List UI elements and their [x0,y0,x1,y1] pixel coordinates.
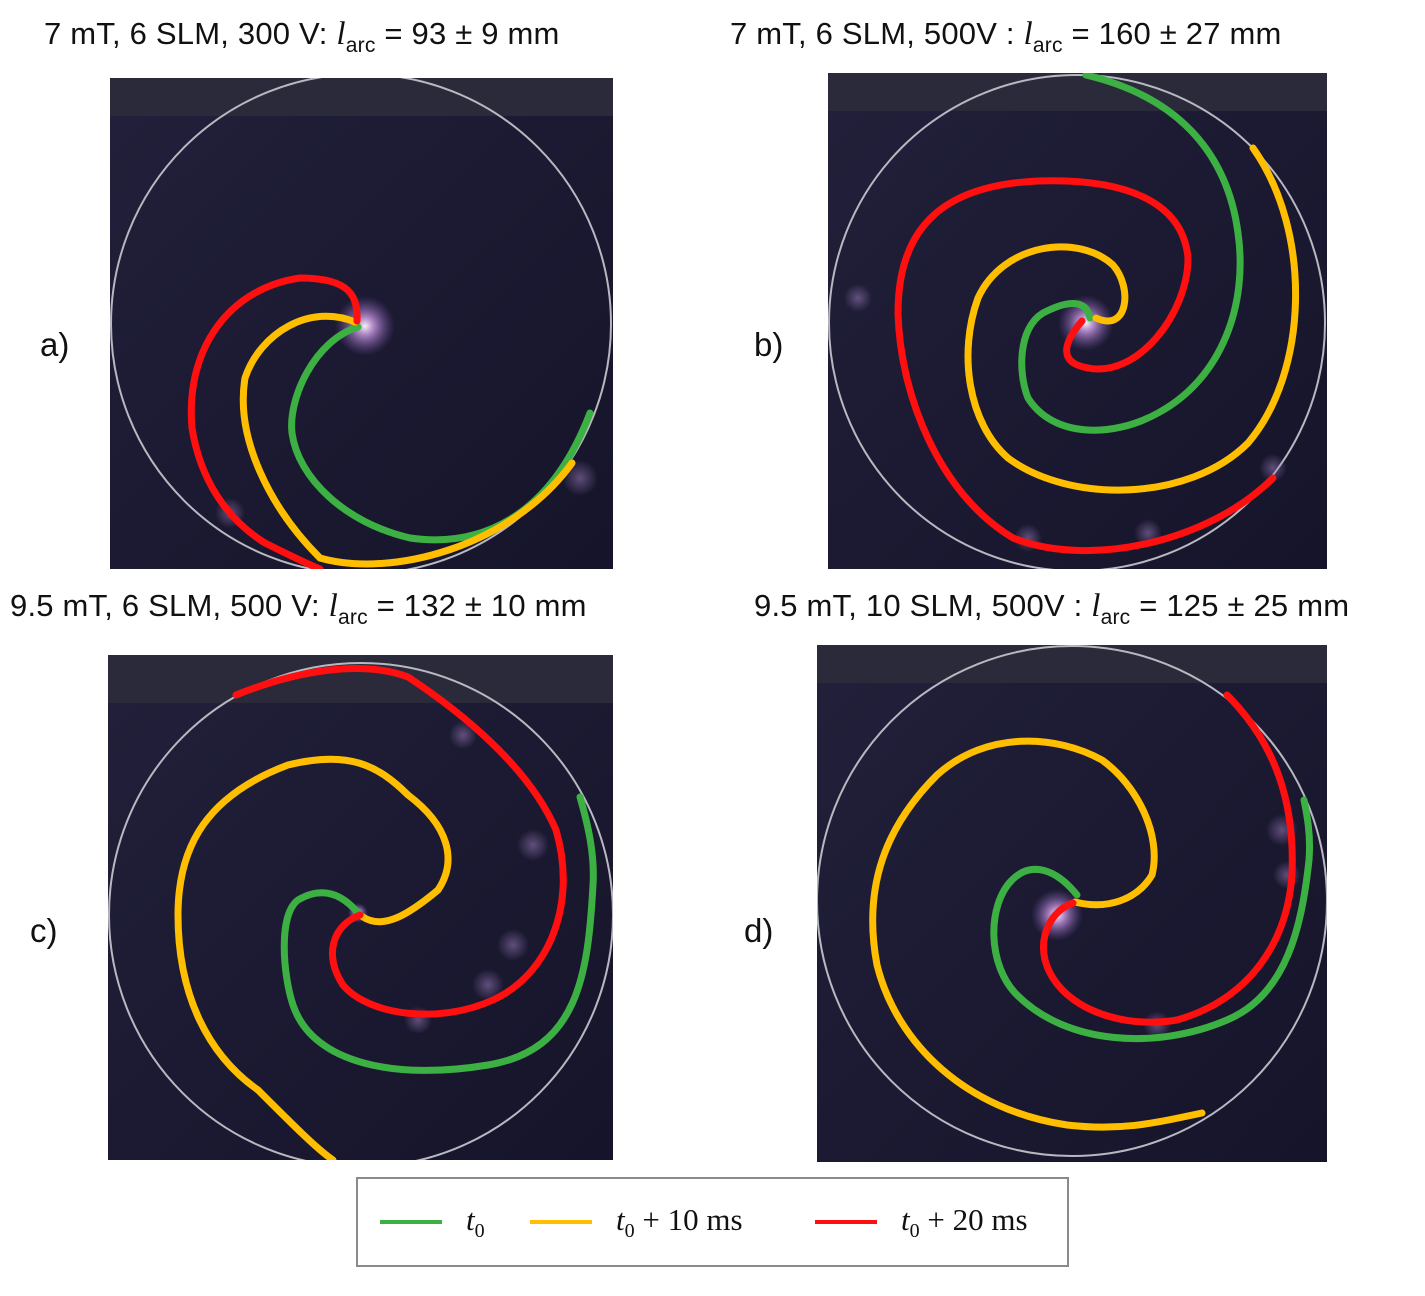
panel-d-field: 9.5 mT [754,588,849,623]
panel-b-title: 7 mT, 6 SLM, 500V : larc = 160 ± 27 mm [730,16,1282,57]
electrode-ring [110,78,612,569]
legend-swatch-red [815,1220,877,1224]
panel-c-flow: 6 SLM [121,588,213,623]
legend-t20-symbol: t [901,1201,910,1237]
legend-t0-subscript: 0 [474,1219,485,1242]
panel-c-arc-subscript: arc [338,606,368,629]
legend-t20-suffix: + 20 ms [919,1201,1028,1237]
panel-a-arc-length: = 93 ± 9 mm [384,16,560,51]
legend-item-t0-plus-10ms: t0 + 10 ms [530,1179,743,1265]
panel-c-voltage: 500 V [230,588,311,623]
electrode-ring [817,645,1327,1157]
panel-c-field: 9.5 mT [10,588,105,623]
panel-a-arc-symbol: l [336,16,346,52]
panel-a-label: a) [40,326,70,363]
panel-a-flow: 6 SLM [129,16,221,51]
panel-c-label: c) [30,912,58,949]
panel-d-flow: 10 SLM [865,588,974,623]
legend-t10-suffix: + 10 ms [634,1201,743,1237]
panel-d-label: d) [744,912,774,949]
arc-t0-plus-10ms [869,737,1206,1131]
panel-a-voltage: 300 V [237,16,319,51]
panel-d-photo [817,645,1327,1162]
legend: t0 t0 + 10 ms t0 + 20 ms [356,1177,1069,1267]
panel-b-label: b) [754,326,784,363]
arc-t0-plus-10ms [174,755,452,1160]
legend-swatch-yellow [530,1220,592,1224]
electrode-ring [828,74,1326,569]
arc-t0-plus-20ms [232,665,567,1018]
panel-a-arc-subscript: arc [345,34,376,57]
arc-t0-plus-20ms [894,177,1277,555]
panel-c-title: 9.5 mT, 6 SLM, 500 V: larc = 132 ± 10 mm [10,588,587,629]
panel-a-title: 7 mT, 6 SLM, 300 V: larc = 93 ± 9 mm [44,16,560,57]
arc-t0-plus-10ms [239,312,576,568]
panel-b-photo [828,73,1327,569]
panel-d-sep: : [1064,588,1083,623]
panel-a-field: 7 mT [44,16,112,51]
panel-b-sep: : [997,16,1015,51]
panel-b-arc-subscript: arc [1032,34,1063,57]
panel-d-voltage: 500V [991,588,1065,623]
panel-d-arc-symbol: l [1091,588,1101,624]
legend-item-t0-plus-20ms: t0 + 20 ms [815,1179,1028,1265]
panel-b-voltage: 500V [923,16,998,51]
legend-item-t0: t0 [380,1179,485,1265]
panel-c-sep: : [311,588,320,623]
panel-d-arc-length: = 125 ± 25 mm [1139,588,1350,623]
arc-t0 [280,793,597,1074]
arc-t0-plus-20ms [1040,691,1296,1026]
legend-t10-subscript: 0 [624,1219,635,1242]
panel-b-flow: 6 SLM [815,16,907,51]
panel-a-sep: : [318,16,328,51]
legend-t20-subscript: 0 [909,1219,920,1242]
panel-c-photo [108,655,613,1160]
arc-t0 [1018,73,1244,434]
legend-t10-symbol: t [616,1201,625,1237]
panel-d-title: 9.5 mT, 10 SLM, 500V : larc = 125 ± 25 m… [754,588,1350,629]
legend-swatch-green [380,1220,442,1224]
panel-c-arc-length: = 132 ± 10 mm [376,588,587,623]
panel-d-arc-subscript: arc [1100,606,1131,629]
arc-t0-plus-20ms [187,274,361,569]
electrode-ring [108,662,613,1160]
arc-t0-plus-10ms [964,144,1300,494]
panel-b-arc-length: = 160 ± 27 mm [1071,16,1282,51]
panel-c-arc-symbol: l [328,588,339,624]
panel-b-arc-symbol: l [1023,16,1033,52]
panel-b-field: 7 mT [730,16,798,51]
arc-t0 [990,796,1313,1042]
panel-a-photo [110,78,613,569]
legend-t0-symbol: t [466,1201,475,1237]
